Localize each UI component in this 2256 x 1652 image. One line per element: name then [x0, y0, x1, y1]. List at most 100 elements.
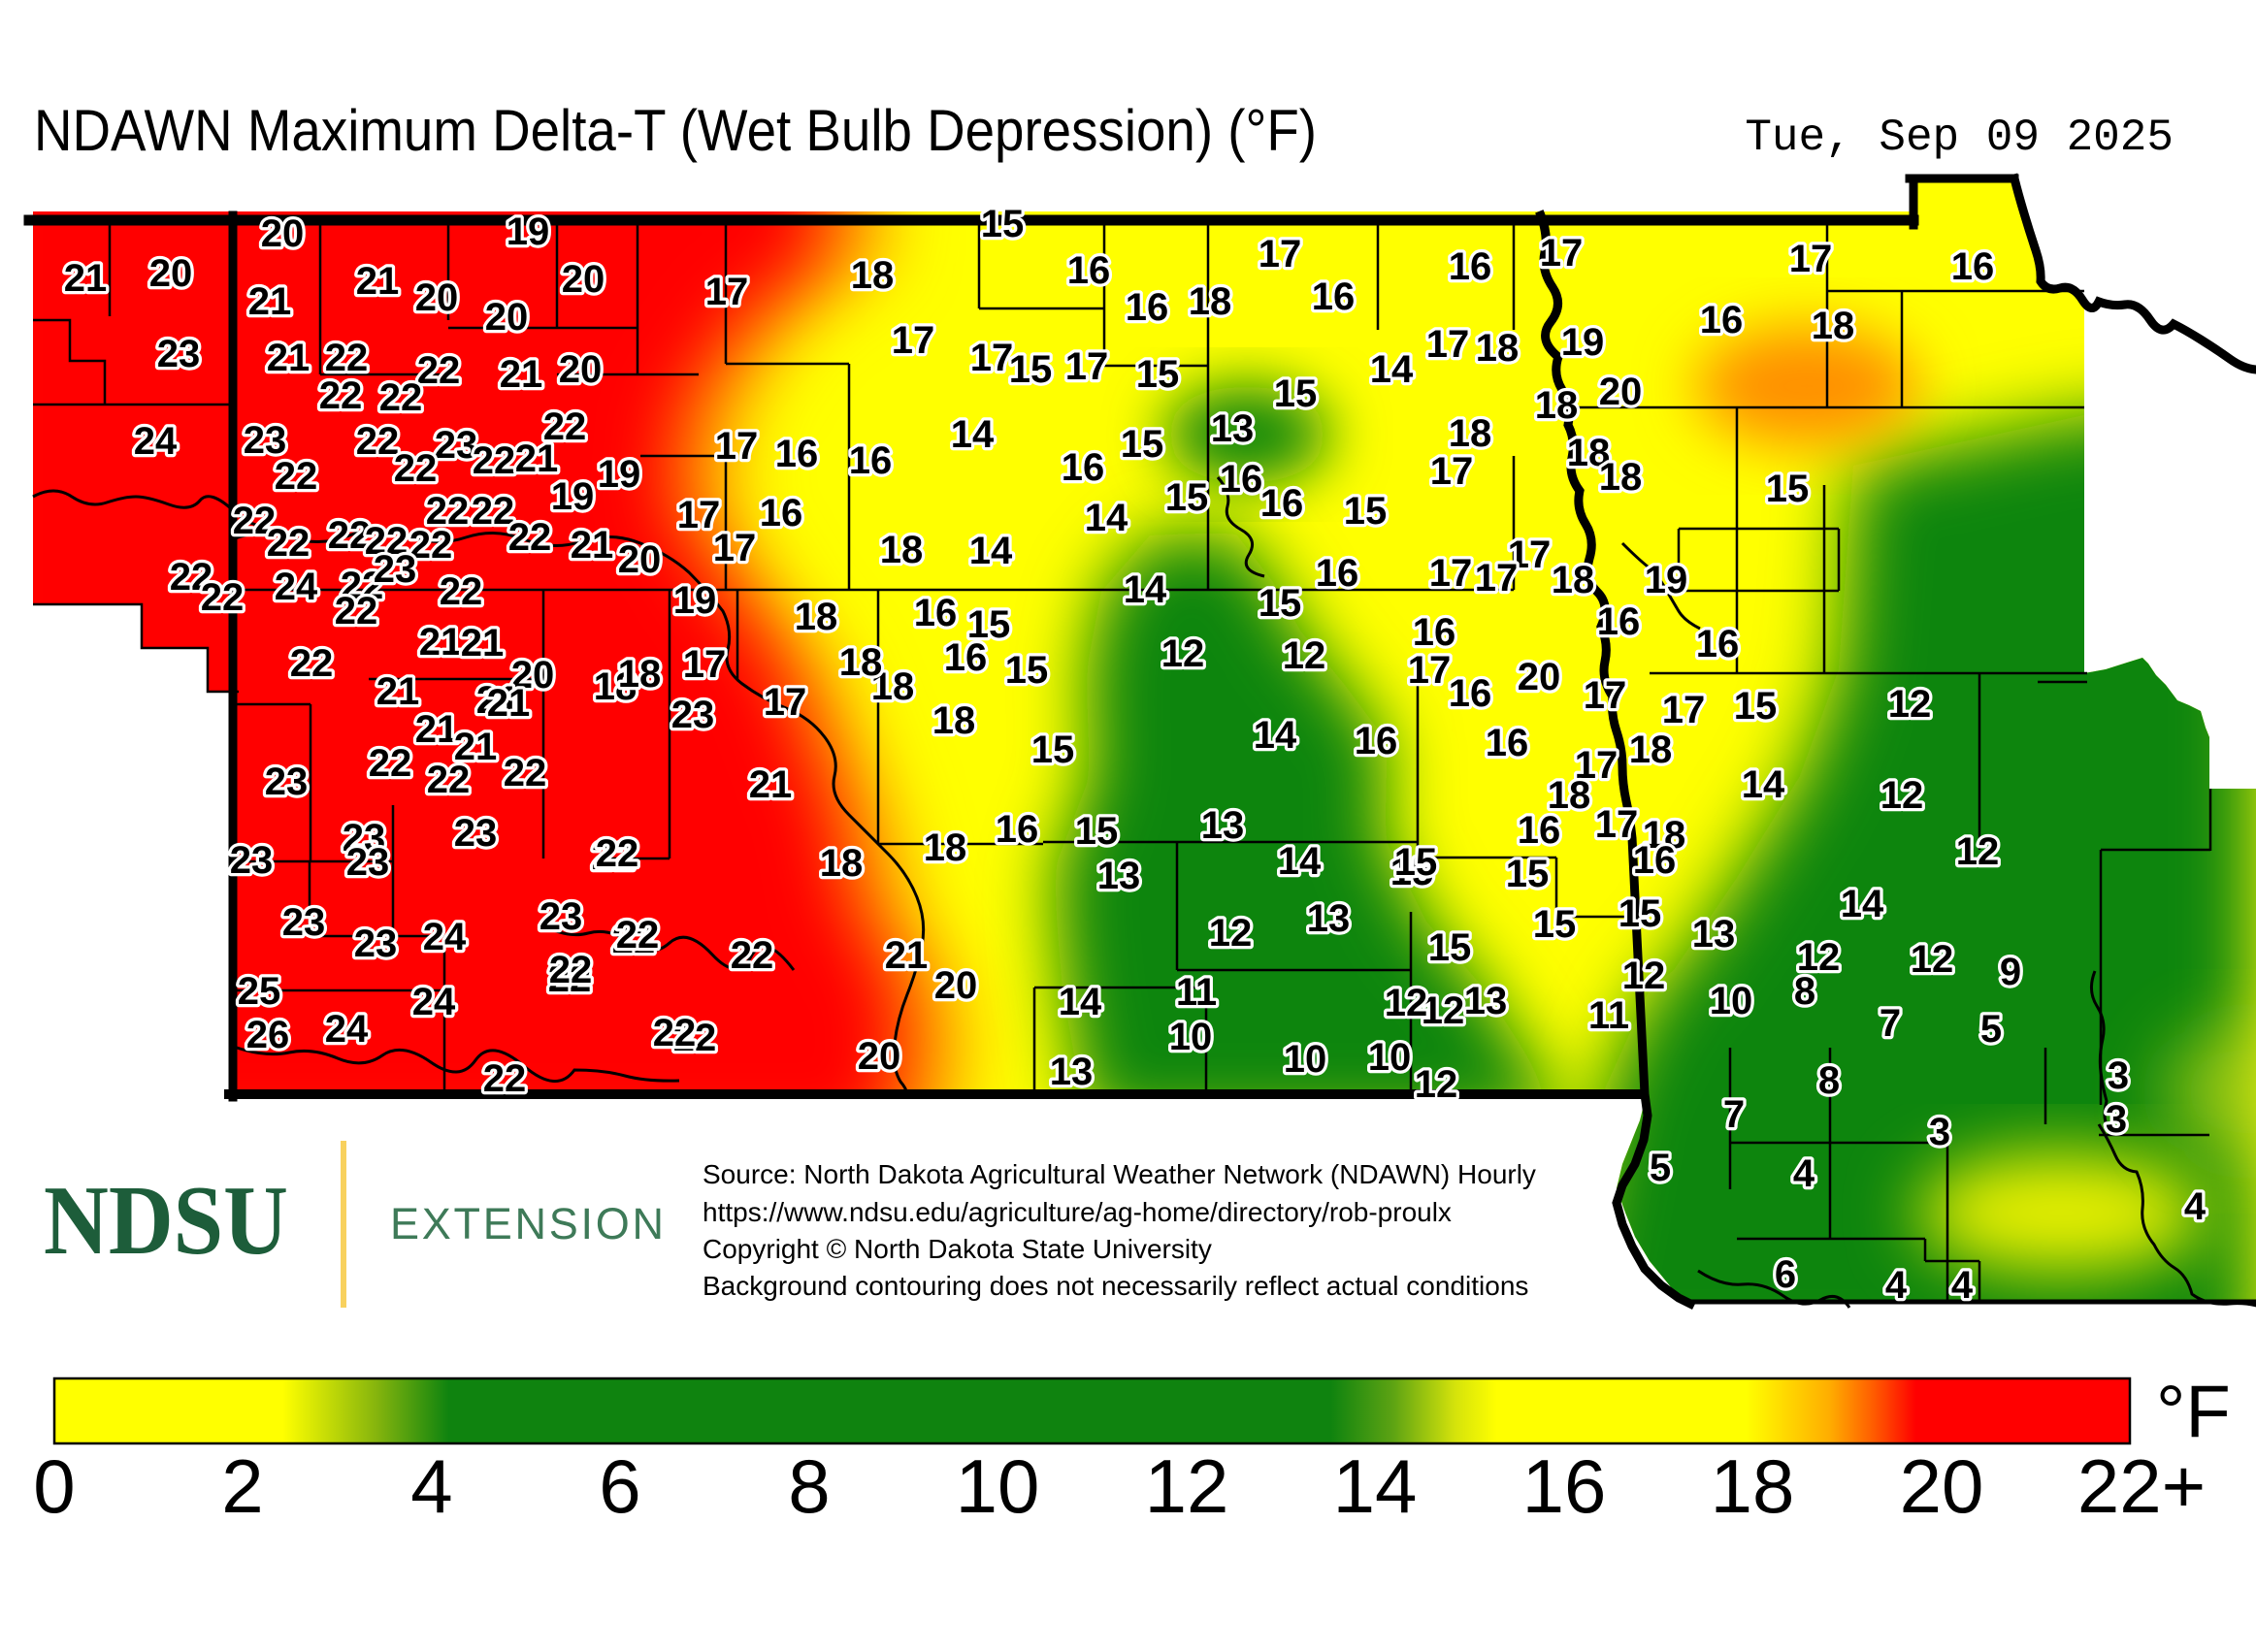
svg-text:14: 14 — [1254, 714, 1297, 757]
svg-text:Copyright © North Dakota State: Copyright © North Dakota State Universit… — [703, 1234, 1212, 1264]
svg-text:22: 22 — [233, 500, 277, 542]
svg-text:13: 13 — [1211, 407, 1255, 450]
svg-text:16: 16 — [1597, 600, 1641, 643]
svg-text:19: 19 — [1645, 559, 1688, 601]
svg-text:17: 17 — [1259, 233, 1302, 275]
svg-text:17: 17 — [1789, 238, 1833, 280]
svg-text:12: 12 — [1911, 938, 1954, 981]
svg-text:17: 17 — [713, 527, 757, 569]
svg-text:15: 15 — [1136, 353, 1180, 396]
svg-text:23: 23 — [374, 548, 417, 591]
svg-text:12: 12 — [1145, 1443, 1229, 1529]
svg-text:21: 21 — [476, 679, 520, 722]
svg-text:20: 20 — [562, 258, 605, 301]
svg-text:17: 17 — [1508, 534, 1552, 576]
svg-text:16: 16 — [1951, 245, 1995, 288]
svg-text:16: 16 — [1633, 839, 1677, 882]
svg-text:15: 15 — [1031, 729, 1075, 771]
svg-text:21: 21 — [749, 763, 793, 806]
svg-text:4: 4 — [2184, 1185, 2207, 1228]
svg-text:22: 22 — [427, 759, 471, 801]
svg-text:17: 17 — [1584, 674, 1627, 717]
svg-text:14: 14 — [1841, 883, 1884, 925]
svg-text:18: 18 — [1812, 305, 1855, 347]
svg-text:21: 21 — [419, 621, 463, 664]
svg-text:14: 14 — [1278, 840, 1322, 883]
svg-text:16: 16 — [1067, 249, 1111, 292]
svg-text:17: 17 — [1540, 232, 1584, 275]
svg-text:3: 3 — [1929, 1111, 1950, 1153]
svg-text:22: 22 — [473, 439, 516, 482]
svg-text:16: 16 — [1316, 552, 1359, 595]
svg-text:16: 16 — [1312, 275, 1356, 318]
svg-text:23: 23 — [539, 895, 583, 938]
svg-text:12: 12 — [1415, 1063, 1458, 1106]
svg-text:14: 14 — [969, 530, 1013, 572]
svg-text:19: 19 — [1561, 321, 1605, 364]
svg-text:19: 19 — [673, 579, 717, 622]
svg-text:22: 22 — [612, 919, 656, 961]
svg-text:https://www.ndsu.edu/agricultu: https://www.ndsu.edu/agriculture/ag-home… — [703, 1197, 1452, 1227]
svg-text:15: 15 — [1165, 476, 1209, 519]
svg-text:24: 24 — [275, 566, 318, 608]
svg-text:20: 20 — [485, 296, 529, 339]
svg-text:18: 18 — [618, 653, 662, 696]
svg-text:14: 14 — [1059, 981, 1102, 1023]
svg-text:6: 6 — [599, 1443, 640, 1529]
svg-text:14: 14 — [1085, 497, 1128, 539]
svg-text:8: 8 — [1794, 970, 1815, 1013]
svg-text:15: 15 — [1734, 685, 1778, 728]
svg-text:16: 16 — [1355, 720, 1398, 762]
svg-text:15: 15 — [1259, 582, 1302, 625]
svg-text:15: 15 — [1075, 810, 1119, 853]
svg-text:17: 17 — [705, 271, 749, 313]
svg-text:10: 10 — [1169, 1016, 1213, 1058]
svg-text:19: 19 — [507, 211, 550, 253]
svg-text:22: 22 — [267, 522, 311, 565]
svg-text:23: 23 — [346, 841, 390, 884]
svg-text:23: 23 — [671, 694, 715, 736]
svg-text:17: 17 — [892, 319, 935, 362]
svg-text:16: 16 — [1700, 299, 1744, 341]
svg-text:17: 17 — [715, 425, 759, 468]
svg-text:21: 21 — [487, 682, 531, 725]
svg-text:18: 18 — [1189, 280, 1232, 323]
svg-text:21: 21 — [64, 257, 108, 300]
svg-text:12: 12 — [1797, 936, 1841, 979]
svg-text:22: 22 — [483, 1057, 527, 1100]
svg-text:14: 14 — [1370, 348, 1414, 391]
svg-text:17: 17 — [764, 681, 807, 724]
svg-text:22: 22 — [341, 565, 384, 607]
svg-text:18: 18 — [880, 529, 924, 571]
svg-text:5: 5 — [1980, 1008, 2002, 1051]
svg-text:18: 18 — [1476, 327, 1520, 370]
svg-text:12: 12 — [1956, 830, 2000, 873]
svg-text:3: 3 — [2108, 1054, 2129, 1097]
svg-text:24: 24 — [134, 420, 178, 463]
svg-text:NDAWN Maximum Delta-T (Wet Bul: NDAWN Maximum Delta-T (Wet Bulb Depressi… — [34, 98, 1317, 163]
svg-text:15: 15 — [967, 603, 1011, 646]
svg-text:Background contouring does not: Background contouring does not necessari… — [703, 1271, 1528, 1301]
svg-text:18: 18 — [1629, 729, 1673, 771]
svg-text:16: 16 — [1486, 722, 1529, 764]
svg-text:9: 9 — [2000, 951, 2021, 993]
svg-text:8: 8 — [1818, 1059, 1840, 1102]
svg-text:20: 20 — [149, 252, 193, 295]
svg-text:4: 4 — [1885, 1264, 1908, 1307]
svg-text:16: 16 — [996, 808, 1039, 851]
svg-text:23: 23 — [244, 419, 287, 462]
svg-text:15: 15 — [1005, 649, 1049, 692]
svg-text:22: 22 — [616, 914, 660, 956]
svg-text:0: 0 — [33, 1443, 75, 1529]
svg-text:4: 4 — [410, 1443, 452, 1529]
svg-text:12: 12 — [1880, 774, 1924, 817]
svg-text:11: 11 — [1588, 994, 1629, 1037]
svg-text:16: 16 — [1522, 1443, 1607, 1529]
svg-text:23: 23 — [265, 761, 309, 803]
svg-text:23: 23 — [454, 812, 498, 855]
svg-text:16: 16 — [1449, 245, 1492, 288]
svg-text:19: 19 — [598, 453, 641, 496]
svg-text:20: 20 — [511, 654, 555, 696]
svg-text:21: 21 — [571, 524, 614, 567]
svg-text:17: 17 — [1429, 552, 1473, 595]
